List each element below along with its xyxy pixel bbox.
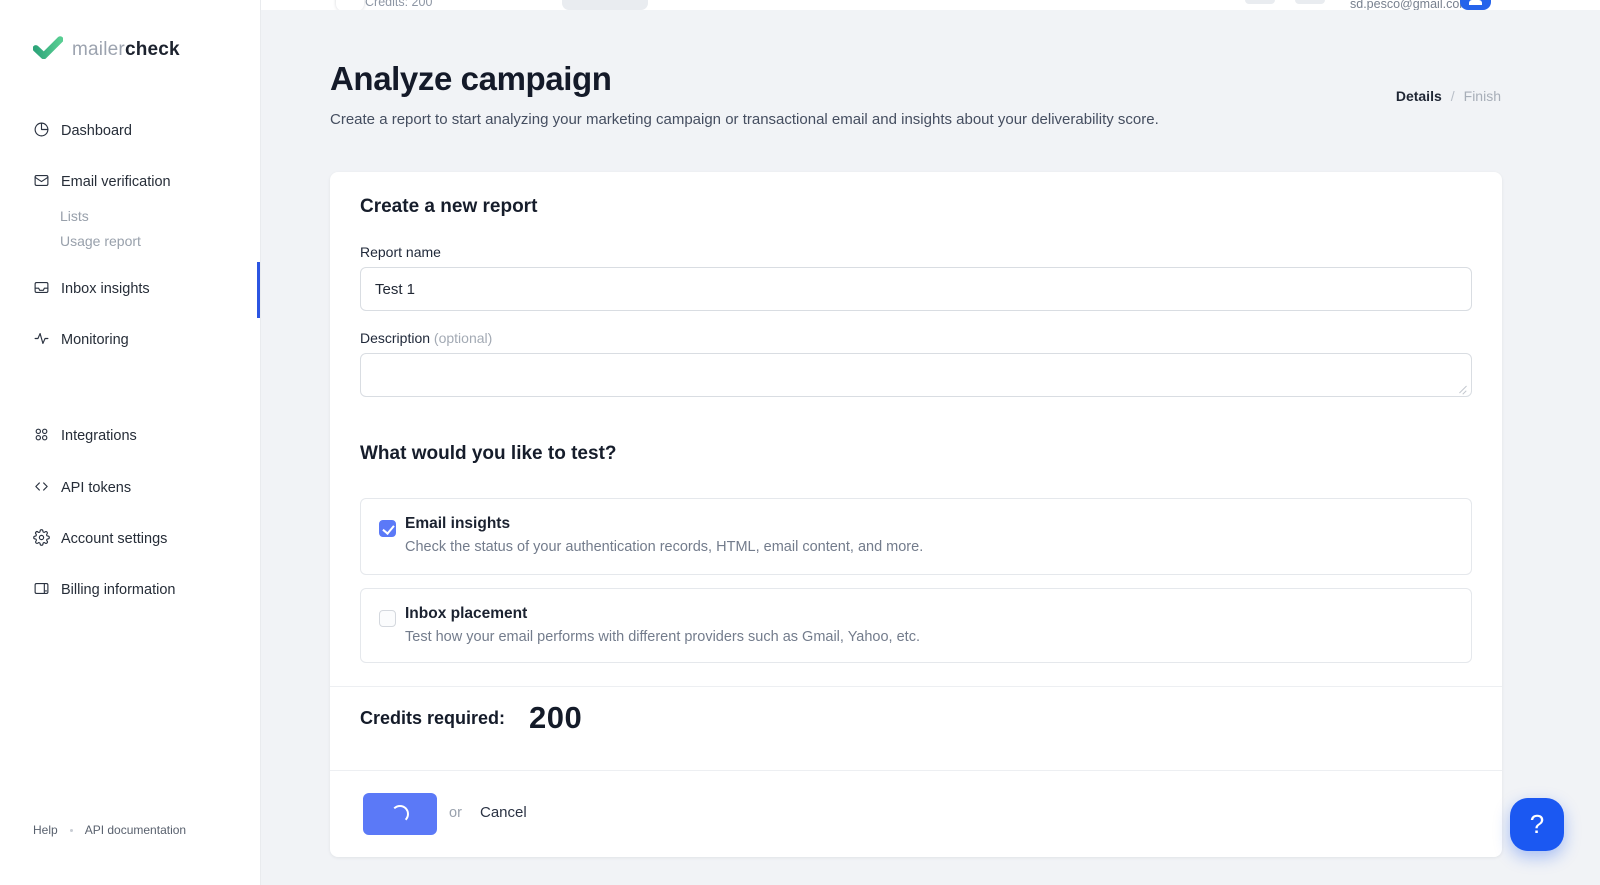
sidebar-footer: Help API documentation	[33, 823, 186, 837]
sidebar-item-dashboard[interactable]: Dashboard	[33, 120, 260, 142]
description-label: Description (optional)	[360, 330, 493, 346]
sidebar-item-label: Account settings	[61, 531, 168, 547]
sidebar-item-account-settings[interactable]: Account settings	[33, 528, 260, 550]
topbar-icon-button-1[interactable]	[1245, 0, 1275, 4]
billing-card-icon	[33, 580, 50, 601]
active-nav-indicator	[257, 262, 260, 318]
sidebar-item-email-verification[interactable]: Email verification	[33, 171, 260, 193]
dot-separator	[69, 828, 73, 832]
main-content: Analyze campaign Create a report to star…	[261, 10, 1600, 885]
brand-name: mailercheck	[72, 39, 180, 60]
sidebar-item-label: Inbox insights	[61, 281, 150, 297]
loading-spinner-icon	[391, 805, 409, 823]
optional-hint: (optional)	[433, 330, 493, 346]
section-divider	[330, 770, 1502, 771]
sidebar-item-label: API tokens	[61, 480, 132, 496]
report-name-input[interactable]	[360, 267, 1472, 311]
inbox-placement-checkbox[interactable]	[379, 610, 396, 627]
sidebar-item-label: Dashboard	[61, 123, 132, 139]
section-divider	[330, 686, 1502, 687]
option-title: Inbox placement	[405, 605, 528, 622]
question-mark-icon: ?	[1529, 809, 1545, 839]
user-avatar[interactable]	[1460, 0, 1491, 10]
topbar-button[interactable]	[562, 0, 648, 10]
sidebar-subitem-label: Usage report	[60, 233, 141, 249]
description-textarea[interactable]	[360, 353, 1472, 397]
check-logo-icon	[32, 36, 64, 64]
test-section-heading: What would you like to test?	[360, 443, 617, 464]
submit-report-button-loading[interactable]	[363, 793, 437, 835]
credits-balance: Credits: 200	[365, 0, 433, 9]
sidebar-item-label: Monitoring	[61, 332, 129, 348]
sidebar-item-label: Email verification	[61, 174, 171, 190]
user-email: sd.pesco@gmail.com	[1350, 0, 1470, 10]
email-insights-checkbox[interactable]	[379, 520, 396, 537]
topbar-pill-button[interactable]	[336, 0, 364, 10]
step-finish: Finish	[1463, 88, 1501, 104]
apps-icon	[33, 426, 50, 447]
envelope-icon	[33, 172, 50, 193]
report-name-label: Report name	[360, 244, 441, 260]
cancel-button[interactable]: Cancel	[480, 804, 527, 821]
sidebar-subitem-label: Lists	[60, 208, 89, 224]
sidebar-subitem-lists[interactable]: Lists	[60, 206, 260, 226]
step-details[interactable]: Details	[1395, 88, 1442, 104]
api-documentation-link[interactable]: API documentation	[84, 823, 187, 837]
option-inbox-placement[interactable]: Inbox placement Test how your email perf…	[360, 588, 1472, 663]
page-subtitle: Create a report to start analyzing your …	[330, 111, 1159, 128]
credits-required-label: Credits required:	[360, 707, 506, 728]
topbar-icon-button-2[interactable]	[1295, 0, 1325, 4]
activity-icon	[33, 330, 50, 351]
credits-required-row: Credits required: 200	[360, 700, 582, 736]
wizard-steps: Details / Finish	[1396, 88, 1501, 104]
option-email-insights[interactable]: Email insights Check the status of your …	[360, 498, 1472, 575]
sidebar-item-label: Billing information	[61, 582, 176, 598]
mailercheck-logo[interactable]: mailercheck	[32, 36, 180, 64]
or-label: or	[449, 805, 462, 821]
sidebar-item-api-tokens[interactable]: API tokens	[33, 477, 260, 499]
help-floating-button[interactable]: ?	[1510, 798, 1564, 851]
sidebar-item-inbox-insights[interactable]: Inbox insights	[33, 278, 260, 300]
option-title: Email insights	[405, 515, 511, 532]
page-title: Analyze campaign	[330, 60, 612, 97]
help-link[interactable]: Help	[33, 823, 58, 837]
inbox-icon	[33, 279, 50, 300]
step-separator: /	[1450, 88, 1455, 104]
credits-required-value: 200	[529, 700, 583, 735]
option-description: Test how your email performs with differ…	[405, 629, 920, 645]
pie-chart-icon	[33, 121, 50, 142]
code-icon	[33, 478, 50, 499]
sidebar-item-label: Integrations	[61, 428, 137, 444]
create-report-card: Create a new report Report name Descript…	[330, 172, 1502, 857]
topbar: Credits: 200 sd.pesco@gmail.com	[261, 0, 1600, 10]
sidebar-item-monitoring[interactable]: Monitoring	[33, 329, 260, 351]
sidebar-subitem-usage-report[interactable]: Usage report	[60, 231, 260, 251]
card-heading: Create a new report	[360, 196, 538, 217]
sidebar: mailercheck Dashboard Email verification…	[0, 0, 261, 885]
option-description: Check the status of your authentication …	[405, 539, 924, 555]
sidebar-item-integrations[interactable]: Integrations	[33, 425, 260, 447]
sidebar-item-billing-information[interactable]: Billing information	[33, 579, 260, 601]
gear-icon	[33, 528, 50, 550]
